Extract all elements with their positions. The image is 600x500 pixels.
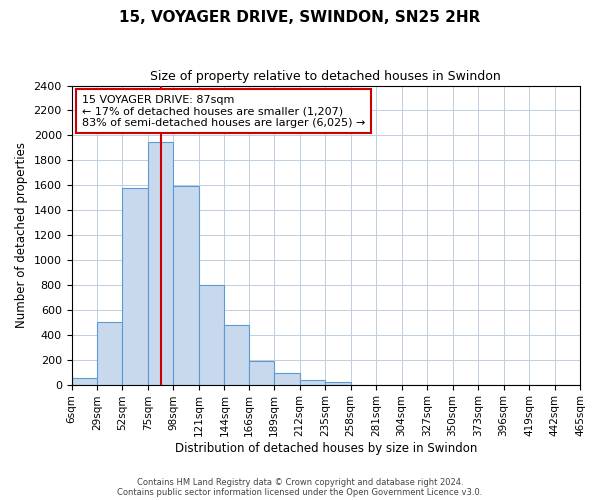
Bar: [122, 188, 148, 384]
X-axis label: Distribution of detached houses by size in Swindon: Distribution of detached houses by size …: [175, 442, 477, 455]
Text: 15, VOYAGER DRIVE, SWINDON, SN25 2HR: 15, VOYAGER DRIVE, SWINDON, SN25 2HR: [119, 10, 481, 25]
Bar: [148, 142, 173, 384]
Bar: [173, 186, 199, 384]
Bar: [224, 325, 249, 384]
Bar: [71, 378, 97, 384]
Bar: [274, 374, 300, 384]
Y-axis label: Number of detached properties: Number of detached properties: [15, 142, 28, 328]
Title: Size of property relative to detached houses in Swindon: Size of property relative to detached ho…: [151, 70, 501, 83]
Bar: [199, 285, 224, 384]
Bar: [97, 322, 122, 384]
Bar: [300, 380, 325, 384]
Bar: [325, 382, 350, 384]
Text: 15 VOYAGER DRIVE: 87sqm
← 17% of detached houses are smaller (1,207)
83% of semi: 15 VOYAGER DRIVE: 87sqm ← 17% of detache…: [82, 94, 365, 128]
Bar: [249, 361, 274, 384]
Text: Contains HM Land Registry data © Crown copyright and database right 2024.
Contai: Contains HM Land Registry data © Crown c…: [118, 478, 482, 497]
